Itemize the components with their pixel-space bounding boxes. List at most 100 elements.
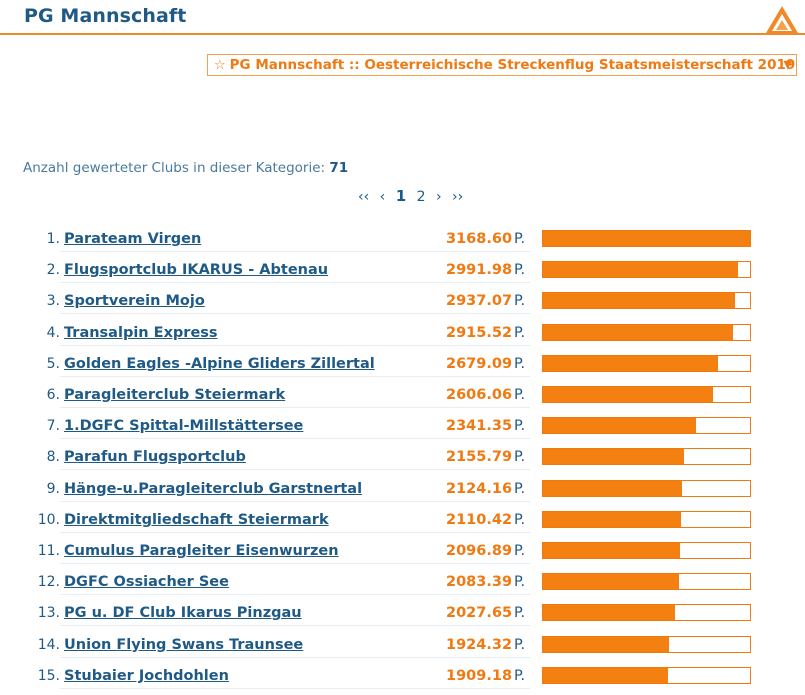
points-unit: P.	[514, 449, 526, 466]
points-value: 1924.32	[446, 636, 513, 653]
rank-number: 4.	[46, 324, 60, 341]
club-link[interactable]: Parafun Flugsportclub	[64, 449, 246, 466]
rank-number: 6.	[46, 387, 60, 403]
page-header: PG Mannschaft	[0, 0, 805, 35]
points-bar-fill	[543, 511, 681, 527]
club-count-value: 71	[329, 160, 349, 176]
row-divider	[60, 344, 530, 346]
rank-number: 15.	[37, 667, 60, 684]
points-bar	[542, 448, 751, 466]
club-count-label: Anzahl gewerteter Clubs in dieser Katego…	[23, 160, 326, 176]
rank-number: 3.	[46, 293, 60, 310]
points-bar-fill	[543, 605, 676, 621]
club-link[interactable]: Direktmitgliedschaft Steiermark	[64, 511, 329, 528]
star-icon: ☆	[214, 57, 226, 73]
page-link-1[interactable]: 1	[395, 187, 407, 205]
rank-number: 1.	[46, 231, 60, 247]
points-value: 1909.18	[446, 667, 513, 684]
ranking-row: 8. Parafun Flugsportclub 2155.79 P.	[0, 443, 805, 474]
club-link[interactable]: Cumulus Paragleiter Eisenwurzen	[64, 543, 339, 559]
points-bar	[542, 604, 751, 622]
points-bar	[542, 510, 751, 528]
ranking-row: 12. DGFC Ossiacher See 2083.39 P.	[0, 568, 805, 599]
points-unit: P.	[514, 231, 526, 247]
club-link[interactable]: Parateam Virgen	[64, 231, 202, 247]
next-page-link[interactable]: ›	[435, 189, 442, 205]
points-unit: P.	[514, 262, 526, 279]
club-link[interactable]: 1.DGFC Spittal-Millstättersee	[64, 418, 304, 435]
page-title: PG Mannschaft	[24, 5, 187, 27]
rank-number: 13.	[37, 605, 60, 622]
points-unit: P.	[514, 355, 526, 372]
row-divider	[60, 313, 530, 315]
points-bar-fill	[543, 262, 739, 278]
points-bar	[542, 635, 751, 653]
points-value: 2341.35	[446, 418, 513, 435]
points-value: 2679.09	[446, 355, 513, 372]
last-page-link[interactable]: ››	[452, 189, 464, 205]
rank-number: 7.	[46, 418, 60, 435]
points-value: 2083.39	[446, 574, 513, 591]
points-bar-fill	[543, 543, 680, 558]
points-value: 2937.07	[446, 293, 513, 310]
ranking-row: 3. Sportverein Mojo 2937.07 P.	[0, 287, 805, 318]
points-unit: P.	[514, 387, 526, 403]
rank-number: 8.	[46, 449, 60, 466]
club-link[interactable]: DGFC Ossiacher See	[64, 574, 229, 591]
chevron-down-icon[interactable]: ▼	[783, 58, 792, 71]
points-value: 2096.89	[446, 543, 513, 559]
category-select-value: PG Mannschaft :: Oesterreichische Streck…	[229, 57, 796, 73]
first-page-link[interactable]: ‹‹	[358, 189, 370, 205]
club-link[interactable]: Union Flying Swans Traunsee	[64, 636, 304, 653]
points-unit: P.	[514, 667, 526, 684]
points-unit: P.	[514, 511, 526, 528]
points-unit: P.	[514, 636, 526, 653]
points-value: 2110.42	[446, 511, 513, 528]
ranking-row: 10. Direktmitgliedschaft Steiermark 2110.4…	[0, 506, 805, 537]
club-link[interactable]: PG u. DF Club Ikarus Pinzgau	[64, 605, 302, 622]
row-divider	[60, 563, 530, 564]
points-value: 2124.16	[446, 480, 513, 497]
points-value: 2155.79	[446, 449, 513, 466]
ranking-row: 6. Paragleiterclub Steiermark 2606.06 P.	[0, 381, 805, 412]
points-bar-fill	[543, 355, 719, 371]
points-bar-fill	[543, 449, 684, 465]
club-link[interactable]: Golden Eagles -Alpine Gliders Zillertal	[64, 355, 375, 372]
points-unit: P.	[514, 418, 526, 435]
points-bar-fill	[543, 324, 734, 340]
club-link[interactable]: Transalpin Express	[64, 324, 218, 341]
rank-number: 2.	[46, 262, 60, 279]
points-bar	[542, 261, 751, 279]
row-divider	[60, 469, 530, 471]
points-bar	[542, 323, 751, 341]
row-divider	[60, 251, 530, 252]
points-bar	[542, 354, 751, 372]
club-link[interactable]: Sportverein Mojo	[64, 293, 205, 310]
points-bar-fill	[543, 231, 750, 246]
points-bar-fill	[543, 293, 735, 309]
category-select[interactable]: ☆ PG Mannschaft :: Oesterreichische Stre…	[207, 54, 797, 76]
points-unit: P.	[514, 605, 526, 622]
points-value: 2027.65	[446, 605, 513, 622]
club-count-summary: Anzahl gewerteter Clubs in dieser Katego…	[23, 160, 348, 176]
points-bar	[542, 292, 751, 310]
ranking-row: 2. Flugsportclub IKARUS - Abtenau 2991.98 P…	[0, 256, 805, 287]
ranking-row: 14. Union Flying Swans Traunsee 1924.32 P.	[0, 631, 805, 662]
points-unit: P.	[514, 480, 526, 497]
triangle-logo-icon	[766, 6, 798, 33]
club-link[interactable]: Stubaier Jochdohlen	[64, 667, 229, 684]
points-bar	[542, 230, 751, 247]
rank-number: 9.	[46, 480, 60, 497]
points-value: 2991.98	[446, 262, 513, 279]
club-link[interactable]: Hänge-u.Paragleiterclub Garstnertal	[64, 480, 363, 497]
club-link[interactable]: Paragleiterclub Steiermark	[64, 387, 286, 403]
points-value: 3168.60	[446, 231, 513, 247]
page-link-2[interactable]: 2	[416, 189, 426, 205]
rank-number: 14.	[37, 636, 60, 653]
points-bar	[542, 386, 751, 403]
prev-page-link[interactable]: ‹	[379, 189, 386, 205]
rank-number: 5.	[46, 355, 60, 372]
row-divider	[60, 282, 530, 284]
club-link[interactable]: Flugsportclub IKARUS - Abtenau	[64, 262, 329, 279]
row-divider	[60, 687, 530, 689]
